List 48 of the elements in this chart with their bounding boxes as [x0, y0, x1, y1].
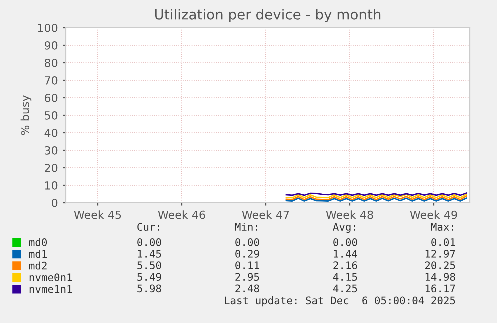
- y-tick-label: 90: [44, 41, 58, 50]
- text: 2.48: [236, 284, 260, 293]
- text: Last update: Sat Dec 6 05:00:04 2025: [225, 296, 456, 307]
- y-tick-label: 70: [45, 76, 58, 85]
- text: 5.49: [138, 273, 162, 282]
- x-tick-label: Week 46: [158, 210, 206, 220]
- y-tick-label: 100: [38, 24, 58, 32]
- text: 0.00: [334, 238, 358, 246]
- text: 0.11: [236, 262, 260, 270]
- text: 2.95: [236, 273, 260, 282]
- text: 5.98: [138, 284, 162, 293]
- text: 0.01: [432, 238, 456, 246]
- y-tick-label: 30: [45, 146, 58, 155]
- y-tick-label: 60: [45, 94, 58, 102]
- y-tick-label: 10: [45, 181, 58, 190]
- y-tick-label: 0: [52, 198, 58, 208]
- y-tick-label: 80: [44, 58, 58, 68]
- text: 0.00: [236, 238, 260, 246]
- text: 1.45: [138, 250, 162, 258]
- text: 4.15: [333, 273, 358, 282]
- legend-label: md2: [29, 262, 47, 270]
- text: 14.98: [426, 273, 456, 282]
- text: 12.97: [426, 250, 456, 258]
- text: 4.25: [333, 284, 358, 293]
- legend-label: nvme1n1: [30, 285, 72, 294]
- text: Cur:: [138, 223, 160, 232]
- text: 1.44: [334, 250, 358, 258]
- y-tick-label: 50: [45, 111, 58, 120]
- legend-label: md0: [29, 238, 48, 246]
- text: Min:: [235, 222, 258, 231]
- legend-label: nvme0n1: [30, 274, 72, 282]
- y-tick-label: 20: [45, 164, 58, 172]
- text: 20.25: [425, 262, 456, 270]
- text: 0.00: [138, 238, 162, 246]
- x-tick-label: Week 48: [326, 210, 374, 220]
- text: Max:: [431, 223, 454, 232]
- legend-label: md1: [29, 250, 48, 258]
- text: 16.17: [426, 284, 456, 293]
- y-axis-title: % busy: [20, 96, 32, 136]
- x-tick-label: Week 47: [242, 210, 290, 220]
- x-tick-label: Week 49: [410, 210, 458, 220]
- text: 2.16: [334, 262, 358, 270]
- text: 5.50: [138, 262, 162, 270]
- text: Avg:: [333, 223, 356, 234]
- text: 0.29: [236, 250, 260, 258]
- y-tick-label: 40: [44, 128, 58, 138]
- chart-title: Utilization per device - by month: [155, 9, 381, 23]
- x-tick-label: Week 45: [74, 210, 122, 220]
